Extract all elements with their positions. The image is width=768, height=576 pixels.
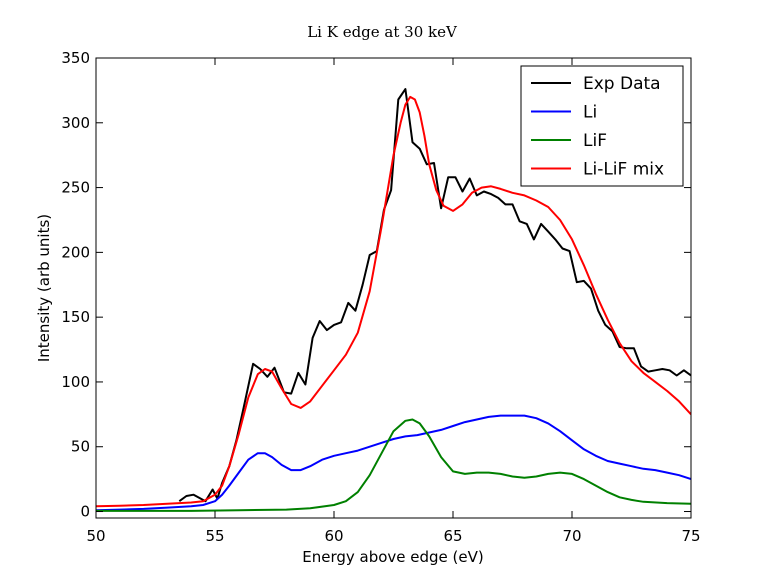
y-tick-label: 300 [61,114,90,132]
series-line-3 [96,95,691,508]
x-tick-label: 75 [681,527,700,545]
x-axis-label: Energy above edge (eV) [302,548,484,566]
y-tick-label: 250 [61,179,90,197]
legend-entry-label: LiF [583,131,607,151]
chart-title: Li K edge at 30 keV [307,23,458,41]
x-axis: 50 55 60 65 70 75 [86,58,701,545]
y-axis: 0 50 100 150 200 250 300 350 [61,49,691,521]
x-tick-label: 65 [443,527,462,545]
y-axis-label: Intensity (arb units) [35,214,53,362]
x-tick-label: 60 [324,527,343,545]
legend-entry-label: Exp Data [583,74,661,94]
series-line-0 [178,88,691,503]
series-line-2 [96,418,691,512]
legend-entry-label: Li [583,103,597,123]
legend-box [520,65,684,187]
x-tick-label: 55 [205,527,224,545]
legend-entry-label: Li-LiF mix [583,160,664,180]
y-tick-label: 200 [61,243,90,261]
y-tick-label: 100 [61,373,90,391]
plot-frame [95,57,692,519]
y-tick-label: 0 [80,503,90,521]
series-line-1 [96,414,691,512]
y-tick-label: 150 [61,308,90,326]
y-tick-label: 50 [71,438,90,456]
y-tick-label: 350 [61,49,90,67]
x-tick-label: 50 [86,527,105,545]
x-tick-label: 70 [562,527,581,545]
legend: Exp Data Li LiF Li-LiF mix [520,65,684,187]
series-layer [96,88,691,512]
